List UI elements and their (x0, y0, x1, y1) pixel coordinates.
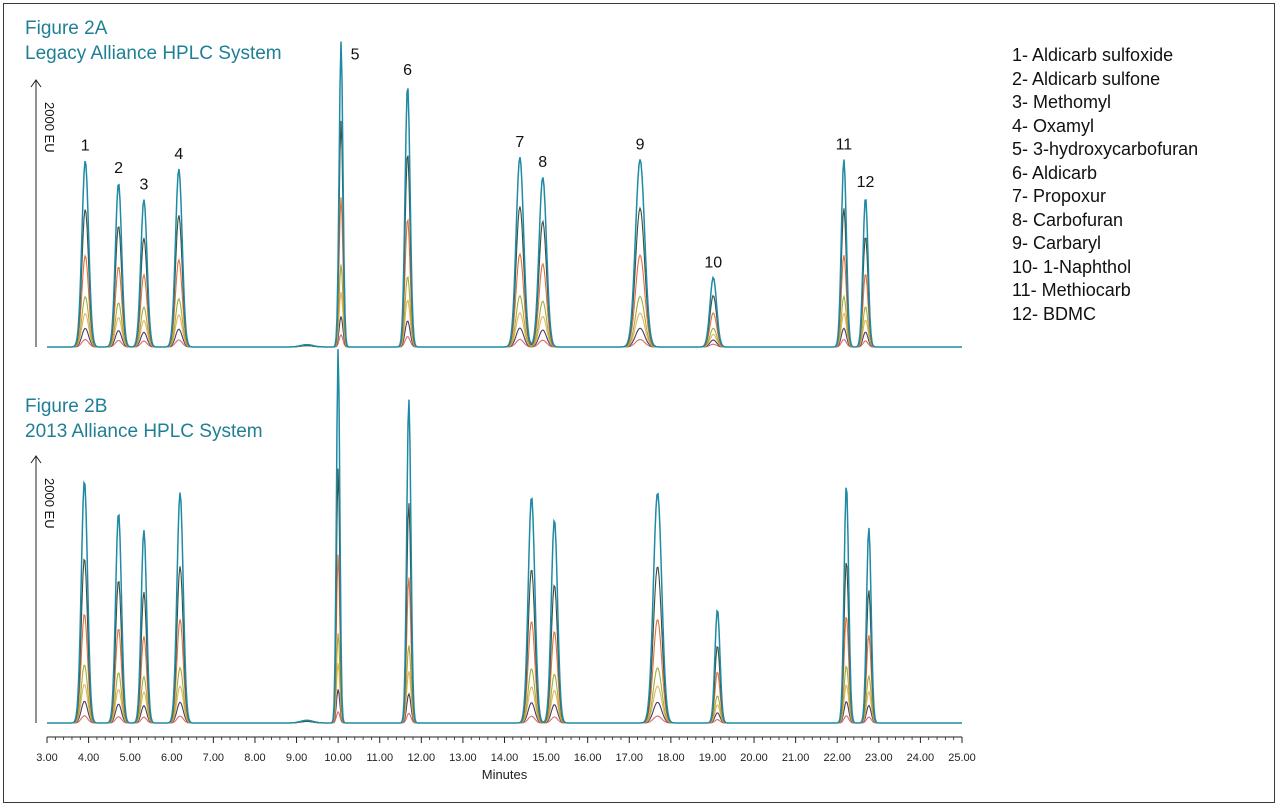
peak-label-12: 12 (857, 174, 875, 191)
compound-legend: 1- Aldicarb sulfoxide 2- Aldicarb sulfon… (1012, 44, 1198, 326)
x-tick-label: 23.00 (865, 752, 893, 764)
peak-label-1: 1 (81, 138, 90, 155)
x-tick-label: 14.00 (491, 752, 519, 764)
x-tick-label: 7.00 (203, 752, 224, 764)
legend-item: 9- Carbaryl (1012, 233, 1102, 253)
figure-2b-title-line2: 2013 Alliance HPLC System (25, 421, 263, 442)
legend-item: 11- Methiocarb (1012, 280, 1131, 300)
x-tick-label: 21.00 (782, 752, 810, 764)
x-tick-label: 10.00 (324, 752, 352, 764)
x-tick-label: 8.00 (244, 752, 265, 764)
x-tick-label: 24.00 (907, 752, 935, 764)
x-tick-label: 9.00 (286, 752, 307, 764)
trace-2a-3 (47, 197, 962, 348)
figure-2b-title: Figure 2B 2013 Alliance HPLC System (25, 394, 263, 444)
legend-item: 4- Oxamyl (1012, 115, 1095, 136)
legend-item: 3- Methomyl (1012, 92, 1112, 112)
x-tick-label: 11.00 (366, 752, 393, 764)
figure-2b-title-line1: Figure 2B (25, 396, 108, 417)
legend-item: 10- 1-Naphthol (1012, 256, 1132, 277)
peak-label-10: 10 (704, 254, 722, 271)
figure-2a-title-line1: Figure 2A (25, 18, 108, 39)
x-tick-label: 6.00 (161, 752, 182, 764)
peak-label-2: 2 (114, 160, 123, 177)
figure-2a-title: Figure 2A Legacy Alliance HPLC System (25, 16, 282, 66)
x-axis-label: Minutes (482, 767, 528, 782)
x-tick-label: 12.00 (408, 752, 436, 764)
peak-label-11: 11 (836, 136, 853, 153)
trace-2a-1 (47, 41, 962, 348)
peak-label-4: 4 (174, 146, 183, 163)
peak-label-3: 3 (139, 177, 148, 194)
x-tick-label: 20.00 (740, 752, 768, 764)
x-tick-label: 25.00 (948, 752, 976, 764)
x-tick-label: 13.00 (449, 752, 477, 764)
legend-item: 2- Aldicarb sulfone (1012, 68, 1161, 89)
x-tick-label: 15.00 (532, 752, 560, 764)
legend-item: 6- Aldicarb (1012, 162, 1098, 183)
legend-item: 7- Propoxur (1012, 186, 1107, 206)
y-axis-label-2b: 2000 EU (42, 478, 57, 529)
x-axis: 3.00 4.00 5.00 6.00 7.00 8.00 9.00 10.00 11.00 12… (36, 736, 976, 782)
y-axis-arrow-2a (30, 79, 42, 88)
peak-label-7: 7 (515, 134, 524, 151)
trace-2b-1 (47, 349, 962, 724)
legend-item: 12- BDMC (1012, 303, 1097, 324)
x-tick-label: 4.00 (78, 752, 99, 764)
x-tick-label: 22.00 (823, 752, 851, 764)
y-axis-label-2a: 2000 EU (42, 102, 57, 153)
peak-label-9: 9 (636, 136, 645, 153)
y-axis-arrow-2b (30, 455, 42, 464)
x-tick-label: 3.00 (36, 752, 57, 764)
x-tick-label: 19.00 (699, 752, 727, 764)
peak-label-5: 5 (351, 46, 360, 63)
x-tick-label: 5.00 (119, 752, 140, 764)
x-tick-label: 18.00 (657, 752, 685, 764)
legend-item: 5- 3-hydroxycarbofuran (1012, 139, 1199, 159)
x-tick-label: 17.00 (616, 752, 644, 764)
x-tick-label: 16.00 (574, 752, 602, 764)
peak-label-6: 6 (403, 62, 412, 79)
legend-item: 1- Aldicarb sulfoxide (1012, 45, 1174, 65)
peak-label-8: 8 (538, 154, 547, 171)
chromatogram-2b: 2000 EU (30, 349, 962, 724)
figure-2a-title-line2: Legacy Alliance HPLC System (25, 43, 282, 64)
figure-frame (3, 3, 1275, 803)
legend-item: 8- Carbofuran (1012, 209, 1124, 230)
